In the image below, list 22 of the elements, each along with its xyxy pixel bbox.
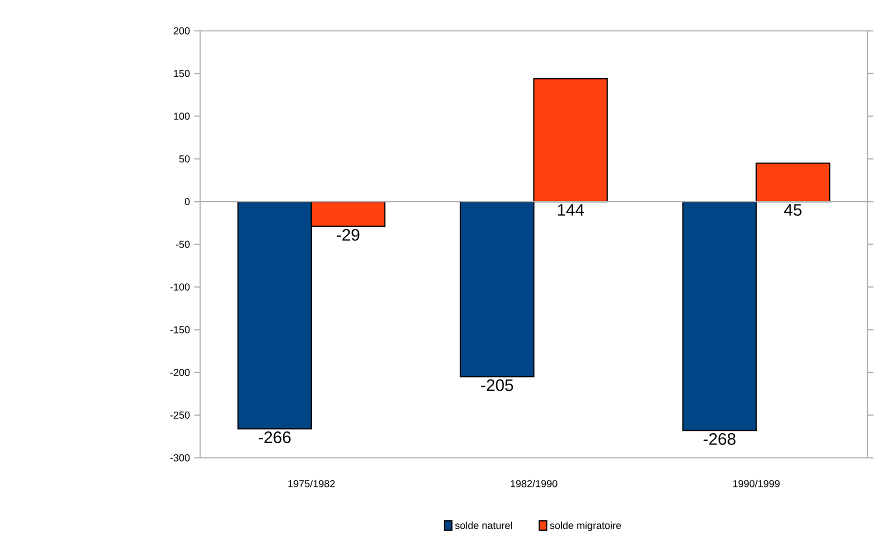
y-tick-label: -300 xyxy=(170,454,190,462)
y-tick-label: 100 xyxy=(174,112,190,120)
data-label: -268 xyxy=(704,433,736,445)
legend-label: solde naturel xyxy=(455,522,512,529)
y-tick-label: 50 xyxy=(179,155,190,162)
y-tick-label: 200 xyxy=(174,27,190,34)
y-tick-label: -250 xyxy=(170,412,190,419)
data-label: -205 xyxy=(481,379,514,392)
y-tick-label: 0 xyxy=(184,198,190,206)
x-tick-label: 1982/1990 xyxy=(510,480,558,488)
y-tick-label: -150 xyxy=(170,326,190,334)
legend-label: solde migratoire xyxy=(550,522,621,531)
data-label: 144 xyxy=(558,204,584,216)
y-tick-label: -100 xyxy=(170,283,190,291)
x-tick-label: 1975/1982 xyxy=(288,480,335,488)
x-tick-label: 1990/1999 xyxy=(733,480,780,488)
y-tick-label: -50 xyxy=(176,240,190,248)
data-label: 45 xyxy=(784,204,802,216)
y-tick-label: -200 xyxy=(170,368,190,376)
y-tick-label: 150 xyxy=(174,70,190,78)
data-label: -266 xyxy=(258,431,291,444)
data-label: -29 xyxy=(336,228,360,241)
